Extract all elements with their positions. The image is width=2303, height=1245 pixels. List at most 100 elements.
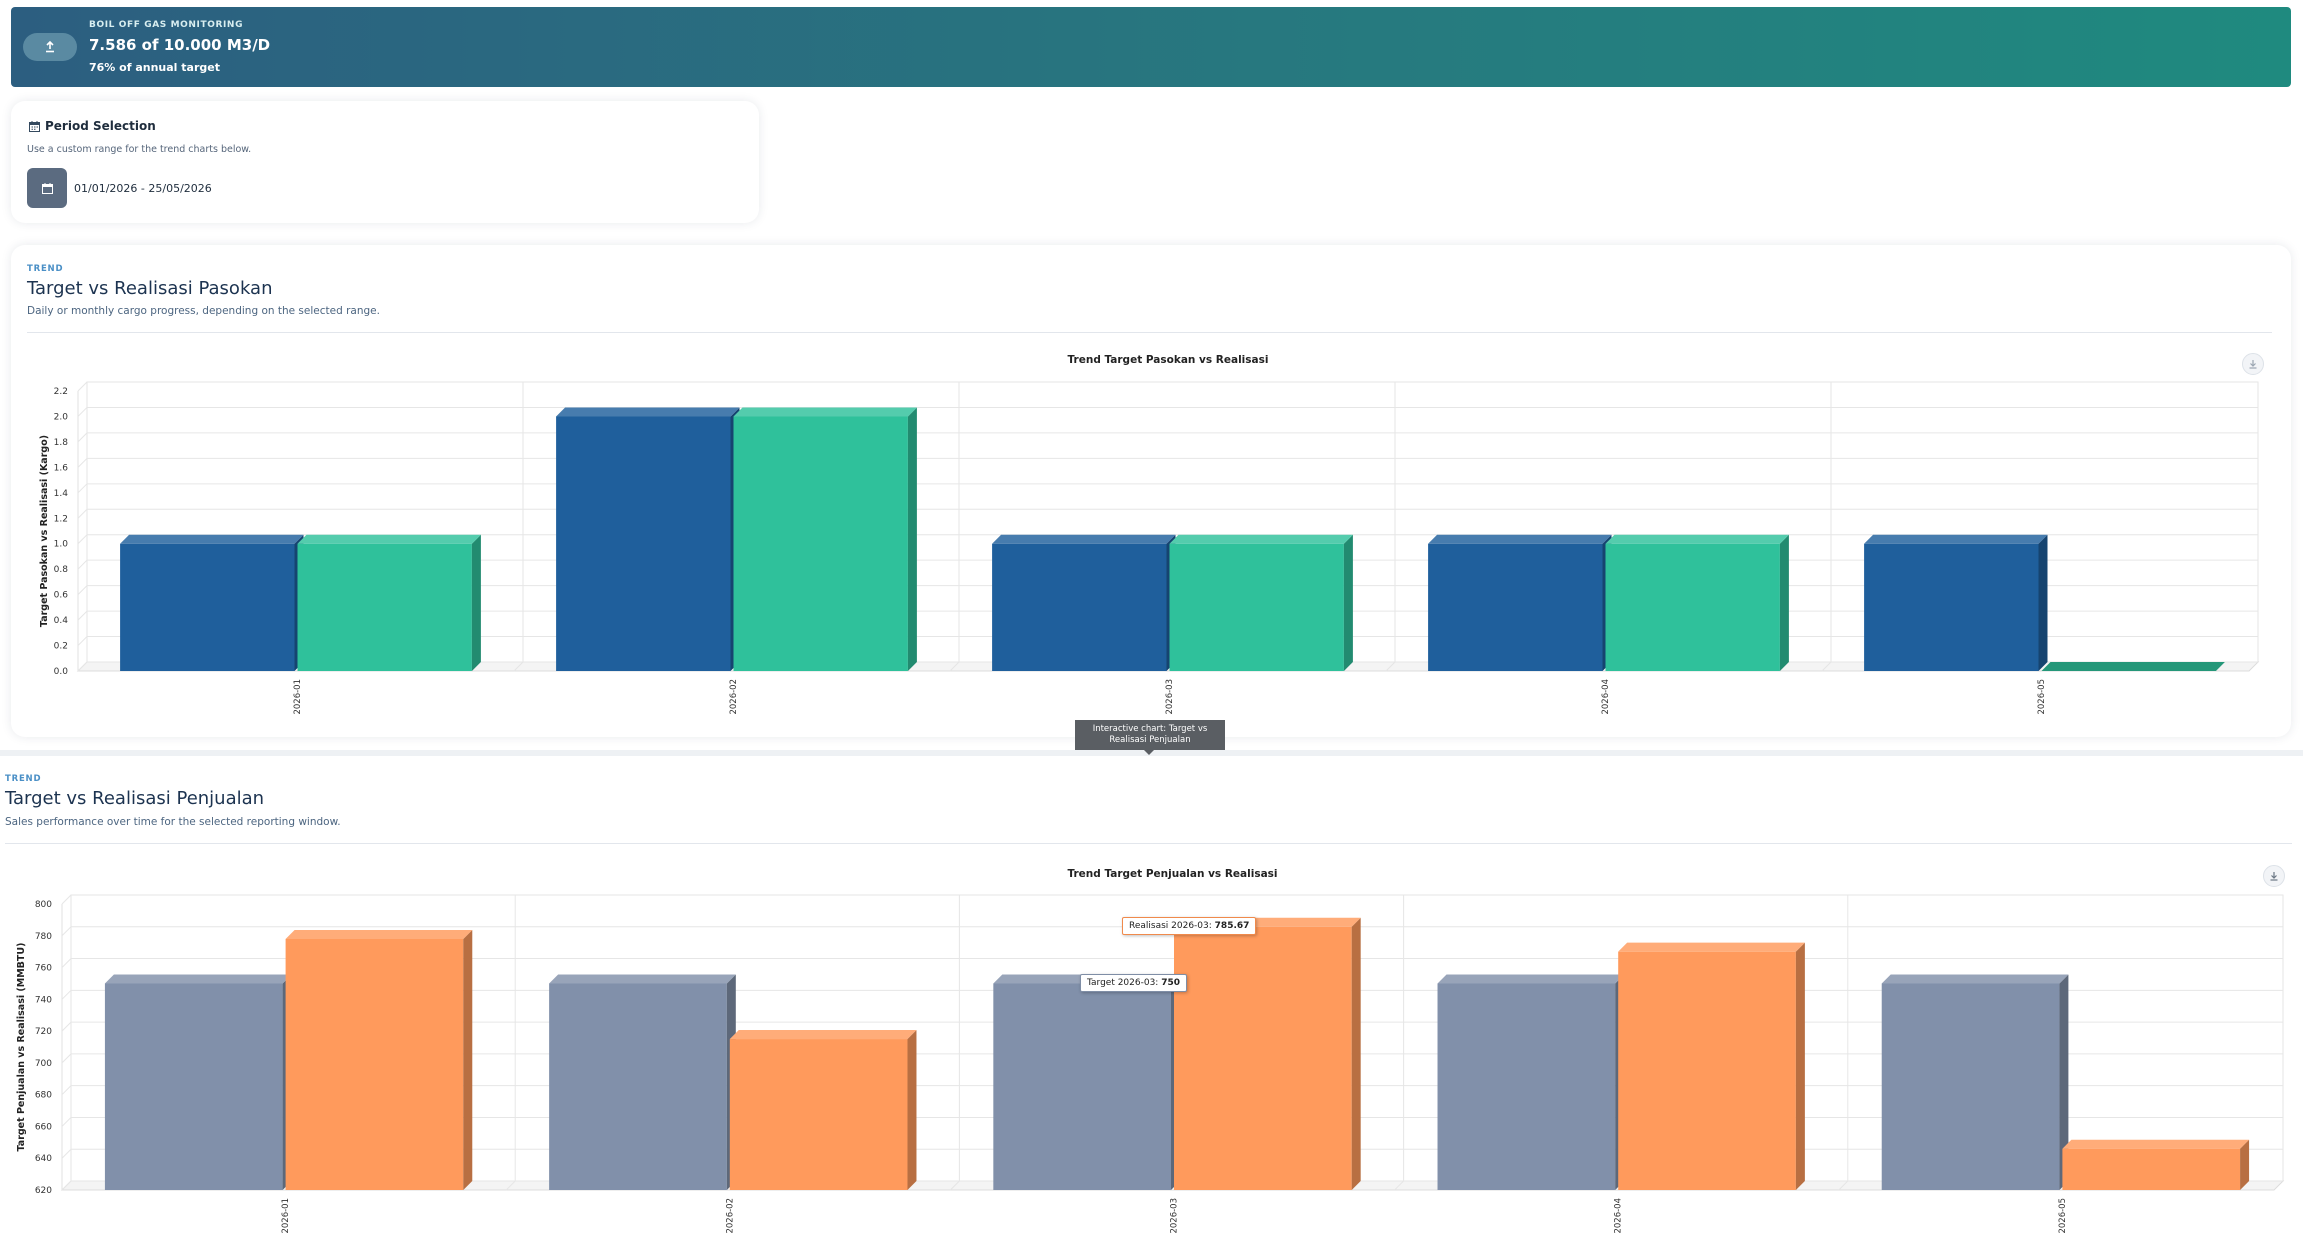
calendar-icon — [41, 182, 53, 194]
series-2-bar-top — [733, 407, 917, 417]
target-bar-top — [104, 974, 292, 984]
upload-icon — [46, 41, 54, 53]
series-2-bar-top — [297, 534, 481, 544]
penjualan-chart[interactable]: Trend Target Penjualan vs Realisasi 620 64… — [0, 860, 2303, 1245]
realisasi-bar-side — [1351, 917, 1361, 1190]
kpi-banner: BOIL OFF GAS MONITORING 7.586 of 10.000 … — [11, 7, 2291, 87]
y-axis-title: Target Pasokan vs Realisasi (Kargo) — [39, 435, 50, 627]
y-tick-label: 1.0 — [54, 540, 69, 550]
y-tick-label: 1.4 — [54, 489, 69, 499]
realisasi-bar-side — [1795, 942, 1805, 1190]
series-2-bar-side — [1779, 534, 1789, 671]
y-tick-label: 720 — [35, 1027, 52, 1037]
series-2-bar — [1605, 534, 1789, 671]
penjualan-download-button[interactable] — [2263, 865, 2285, 887]
pasokan-eyebrow: TREND — [27, 264, 64, 274]
y-tick-label: 640 — [35, 1154, 52, 1164]
realisasi-bar-side — [2240, 1139, 2250, 1190]
y-gridline — [77, 483, 2258, 494]
series-1-bar-side — [2038, 534, 2048, 671]
pasokan-subtitle: Daily or monthly cargo progress, dependi… — [27, 305, 380, 317]
x-gridline — [1838, 895, 1849, 1191]
y-gridline — [61, 958, 2283, 968]
banner-subtext: 76% of annual target — [89, 61, 220, 74]
target-bar-front — [1437, 983, 1616, 1190]
series-2-bar-top — [1605, 534, 1789, 544]
y-tick-label: 1.6 — [54, 463, 69, 473]
series-1-bar — [992, 534, 1176, 671]
realisasi-bar-top — [2062, 1139, 2250, 1149]
y-tick-label: 1.2 — [54, 514, 68, 524]
y-tick-label: 0.6 — [54, 591, 69, 601]
penjualan-eyebrow: TREND — [5, 774, 42, 784]
x-gridline — [1385, 382, 1396, 672]
y-tick-label: 1.8 — [54, 438, 69, 448]
date-range-picker-button[interactable] — [27, 168, 67, 208]
pasokan-download-button[interactable] — [2242, 353, 2264, 375]
y-gridline — [61, 894, 2283, 905]
series-1-bar-front — [556, 416, 731, 671]
download-icon — [2270, 872, 2278, 881]
y-tick-label: 620 — [35, 1186, 52, 1196]
series-2-bar-front — [1605, 543, 1780, 671]
x-tick-label: 2026-03 — [1165, 679, 1175, 715]
target-bar — [993, 974, 1180, 1190]
y-tick-label: 2.0 — [54, 412, 69, 422]
series-1-bar-front — [1428, 543, 1603, 671]
realisasi-bar-top — [285, 929, 473, 939]
series-1-bar-top — [1864, 534, 2048, 544]
calendar-icon — [29, 120, 40, 132]
chart-title: Trend Target Penjualan vs Realisasi — [1067, 868, 1277, 880]
y-gridline — [77, 381, 2258, 392]
realisasi-bar — [1174, 917, 1361, 1190]
series-1-bar-front — [992, 543, 1167, 671]
x-gridline — [950, 895, 960, 1191]
chart-title: Trend Target Pasokan vs Realisasi — [1068, 354, 1269, 366]
target-bar — [1437, 974, 1625, 1190]
period-help-text: Use a custom range for the trend charts … — [27, 144, 252, 155]
series-2-bar-front — [1169, 543, 1344, 671]
series-1-bar — [556, 407, 740, 671]
realisasi-bar — [729, 1030, 917, 1190]
penjualan-divider — [5, 843, 2292, 844]
y-tick-label: 760 — [35, 964, 52, 974]
penjualan-title: Target vs Realisasi Penjualan — [5, 788, 265, 809]
series-2-bar-top — [2041, 662, 2225, 671]
target-bar — [1881, 974, 2069, 1190]
y-tick-label: 680 — [35, 1091, 52, 1101]
realisasi-bar — [285, 929, 473, 1190]
y-tick-label: 660 — [35, 1122, 52, 1132]
x-tick-label: 2026-03 — [1170, 1198, 1180, 1234]
realisasi-tooltip-label: Realisasi 2026-03: — [1129, 921, 1212, 931]
x-gridline — [505, 895, 516, 1191]
realisasi-tooltip-value: 785.67 — [1214, 921, 1250, 931]
realisasi-bar-front — [1618, 951, 1796, 1190]
period-title: Period Selection — [29, 119, 156, 133]
date-range-input[interactable]: 01/01/2026 - 25/05/2026 — [74, 182, 212, 195]
x-tick-label: 2026-04 — [1601, 679, 1611, 715]
y-gridline — [77, 406, 2258, 417]
series-2-bar-side — [907, 407, 917, 671]
series-1-bar-top — [1428, 534, 1612, 544]
series-2-bar — [1169, 534, 1353, 671]
y-gridline — [61, 926, 2283, 937]
series-2-bar — [2041, 662, 2225, 671]
pasokan-divider — [27, 332, 2272, 333]
realisasi-bar-front — [2062, 1148, 2241, 1190]
series-2-bar-top — [1169, 534, 1353, 544]
realisasi-bar-side — [463, 929, 473, 1190]
x-tick-label: 2026-02 — [725, 1198, 735, 1234]
y-tick-label: 0.0 — [54, 667, 69, 677]
target-bar-front — [549, 983, 727, 1190]
series-2-bar — [297, 534, 481, 671]
banner-upload-button[interactable] — [23, 33, 77, 61]
target-bar-front — [1881, 983, 2060, 1190]
target-bar-top — [1437, 974, 1625, 984]
target-bar — [104, 974, 292, 1190]
series-1-bar-front — [120, 543, 295, 671]
realisasi-bar-front — [729, 1039, 908, 1190]
series-2-bar — [733, 407, 917, 671]
pasokan-chart[interactable]: Trend Target Pasokan vs Realisasi 0.0 0.2 0… — [0, 350, 2303, 720]
penjualan-subtitle: Sales performance over time for the sele… — [5, 816, 341, 828]
x-gridline — [949, 382, 960, 672]
